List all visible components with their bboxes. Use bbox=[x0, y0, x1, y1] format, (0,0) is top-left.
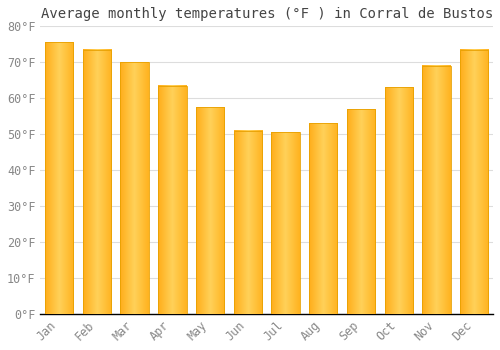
Bar bbox=[234, 131, 262, 314]
Bar bbox=[384, 88, 413, 314]
Bar bbox=[83, 50, 111, 314]
Bar bbox=[120, 62, 149, 314]
Bar bbox=[45, 42, 74, 314]
Bar bbox=[347, 109, 375, 314]
Bar bbox=[422, 66, 450, 314]
Title: Average monthly temperatures (°F ) in Corral de Bustos: Average monthly temperatures (°F ) in Co… bbox=[40, 7, 493, 21]
Bar bbox=[460, 50, 488, 314]
Bar bbox=[158, 86, 186, 314]
Bar bbox=[272, 132, 299, 314]
Bar bbox=[196, 107, 224, 314]
Bar bbox=[309, 123, 338, 314]
